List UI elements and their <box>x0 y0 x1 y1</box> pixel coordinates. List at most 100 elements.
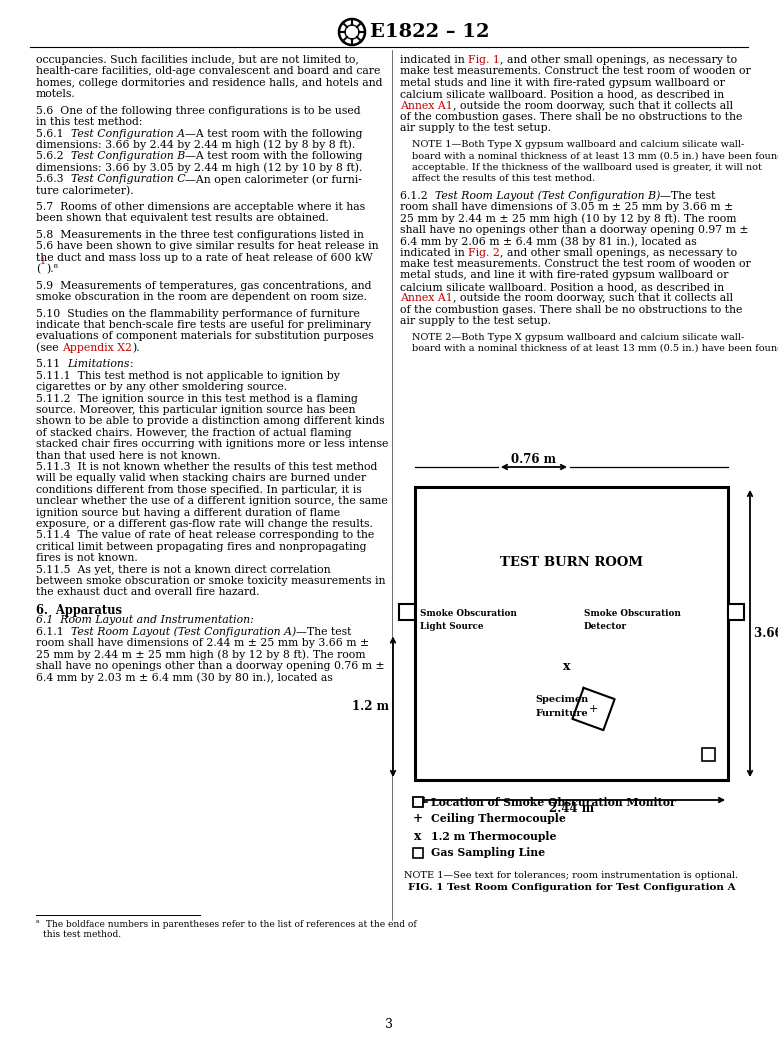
Text: indicated in: indicated in <box>400 248 468 258</box>
Text: will be equally valid when stacking chairs are burned under: will be equally valid when stacking chai… <box>36 474 366 483</box>
Text: 3.66 m: 3.66 m <box>754 627 778 640</box>
Bar <box>413 797 423 807</box>
Text: 6.1.1: 6.1.1 <box>36 627 71 637</box>
Text: 5.6.2: 5.6.2 <box>36 151 71 161</box>
Text: dimensions: 3.66 by 2.44 by 2.44 m high (12 by 8 by 8 ft).: dimensions: 3.66 by 2.44 by 2.44 m high … <box>36 139 356 151</box>
Text: 0.76 m: 0.76 m <box>511 453 556 466</box>
Text: 5.6 have been shown to give similar results for heat release in: 5.6 have been shown to give similar resu… <box>36 242 379 251</box>
Text: 5.11.4  The value of rate of heat release corresponding to the: 5.11.4 The value of rate of heat release… <box>36 530 374 540</box>
Text: make test measurements. Construct the test room of wooden or: make test measurements. Construct the te… <box>400 67 751 76</box>
Text: Furniture: Furniture <box>535 710 588 718</box>
Text: 6.4 mm by 2.03 m ± 6.4 mm (30 by 80 in.), located as: 6.4 mm by 2.03 m ± 6.4 mm (30 by 80 in.)… <box>36 672 333 683</box>
Text: acceptable. If the thickness of the wallboard used is greater, it will not: acceptable. If the thickness of the wall… <box>412 162 762 172</box>
Text: conditions different from those specified. In particular, it is: conditions different from those specifie… <box>36 485 362 494</box>
Text: than that used here is not known.: than that used here is not known. <box>36 451 221 460</box>
Text: 5.11.5  As yet, there is not a known direct correlation: 5.11.5 As yet, there is not a known dire… <box>36 564 331 575</box>
Text: Smoke Obscuration: Smoke Obscuration <box>420 609 517 618</box>
Text: 25 mm by 2.44 m ± 25 mm high (8 by 12 by 8 ft). The room: 25 mm by 2.44 m ± 25 mm high (8 by 12 by… <box>36 650 366 660</box>
Text: fires is not known.: fires is not known. <box>36 553 138 563</box>
Text: FIG. 1 Test Room Configuration for Test Configuration A: FIG. 1 Test Room Configuration for Test … <box>408 883 735 892</box>
Text: 5.6.1: 5.6.1 <box>36 128 71 138</box>
Text: 5.6.3: 5.6.3 <box>36 174 71 184</box>
Text: 5.9  Measurements of temperatures, gas concentrations, and: 5.9 Measurements of temperatures, gas co… <box>36 281 372 290</box>
Text: 1.2 m: 1.2 m <box>352 701 389 713</box>
Text: —A test room with the following: —A test room with the following <box>184 128 363 138</box>
Text: been shown that equivalent test results are obtained.: been shown that equivalent test results … <box>36 213 329 224</box>
Text: , and other small openings, as necessary to: , and other small openings, as necessary… <box>500 55 738 65</box>
Text: board with a nominal thickness of at least 13 mm (0.5 in.) have been found: board with a nominal thickness of at lea… <box>412 151 778 160</box>
Text: 5.11.3  It is not known whether the results of this test method: 5.11.3 It is not known whether the resul… <box>36 462 377 472</box>
Text: Test Configuration A: Test Configuration A <box>71 128 184 138</box>
Text: of stacked chairs. However, the fraction of actual flaming: of stacked chairs. However, the fraction… <box>36 428 352 438</box>
Bar <box>413 848 423 858</box>
Text: cigarettes or by any other smoldering source.: cigarettes or by any other smoldering so… <box>36 382 287 392</box>
Bar <box>399 604 415 620</box>
Text: 6.  Apparatus: 6. Apparatus <box>36 604 122 617</box>
Text: (see: (see <box>36 342 62 353</box>
Text: in this test method:: in this test method: <box>36 118 142 127</box>
Text: 6.1  Room Layout and Instrumentation:: 6.1 Room Layout and Instrumentation: <box>36 615 254 626</box>
Text: 5.10  Studies on the flammability performance of furniture: 5.10 Studies on the flammability perform… <box>36 308 360 319</box>
Text: source. Moreover, this particular ignition source has been: source. Moreover, this particular igniti… <box>36 405 356 415</box>
Text: 1.2 m Thermocouple: 1.2 m Thermocouple <box>431 831 556 841</box>
Text: Location of Smoke Obscuration Monitor: Location of Smoke Obscuration Monitor <box>431 796 676 808</box>
Text: board with a nominal thickness of at least 13 mm (0.5 in.) have been found: board with a nominal thickness of at lea… <box>412 344 778 353</box>
Text: , outside the room doorway, such that it collects all: , outside the room doorway, such that it… <box>453 101 733 110</box>
Text: 5.11.1  This test method is not applicable to ignition by: 5.11.1 This test method is not applicabl… <box>36 371 340 381</box>
Text: Test Configuration C: Test Configuration C <box>71 174 185 184</box>
Text: indicated in: indicated in <box>400 55 468 65</box>
Text: 1: 1 <box>40 257 47 266</box>
Text: Ceiling Thermocouple: Ceiling Thermocouple <box>431 813 566 824</box>
Text: x: x <box>562 660 570 674</box>
Text: between smoke obscuration or smoke toxicity measurements in: between smoke obscuration or smoke toxic… <box>36 576 386 586</box>
Text: :: : <box>130 359 133 370</box>
Text: Test Room Layout (Test Configuration A): Test Room Layout (Test Configuration A) <box>71 627 296 637</box>
Text: motels.: motels. <box>36 90 75 99</box>
Text: Limitations: Limitations <box>67 359 130 370</box>
Text: dimensions: 3.66 by 3.05 by 2.44 m high (12 by 10 by 8 ft).: dimensions: 3.66 by 3.05 by 2.44 m high … <box>36 162 363 173</box>
Text: , outside the room doorway, such that it collects all: , outside the room doorway, such that it… <box>453 294 733 303</box>
Text: health-care facilities, old-age convalescent and board and care: health-care facilities, old-age convales… <box>36 67 380 76</box>
Text: Fig. 1: Fig. 1 <box>468 55 500 65</box>
Bar <box>702 747 715 761</box>
Text: room shall have dimensions of 2.44 m ± 25 mm by 3.66 m ±: room shall have dimensions of 2.44 m ± 2… <box>36 638 369 649</box>
Text: Detector: Detector <box>584 623 627 631</box>
Text: The boldface numbers in parentheses refer to the list of references at the end o: The boldface numbers in parentheses refe… <box>43 920 417 939</box>
Text: Gas Sampling Line: Gas Sampling Line <box>431 847 545 859</box>
Text: Annex A1: Annex A1 <box>400 101 453 110</box>
Text: 5.11.2  The ignition source in this test method is a flaming: 5.11.2 The ignition source in this test … <box>36 393 358 404</box>
Text: x: x <box>415 830 422 842</box>
Text: metal studs, and line it with fire-rated gypsum wallboard or: metal studs, and line it with fire-rated… <box>400 271 728 280</box>
Text: calcium silicate wallboard. Position a hood, as described in: calcium silicate wallboard. Position a h… <box>400 90 724 99</box>
Text: air supply to the test setup.: air supply to the test setup. <box>400 124 551 133</box>
Text: , and other small openings, as necessary to: , and other small openings, as necessary… <box>500 248 738 258</box>
Bar <box>728 604 744 620</box>
Text: the duct and mass loss up to a rate of heat release of 600 kW: the duct and mass loss up to a rate of h… <box>36 253 373 262</box>
Text: 5.11: 5.11 <box>36 359 67 370</box>
Text: stacked chair fires occurring with ignitions more or less intense: stacked chair fires occurring with ignit… <box>36 439 388 449</box>
Text: shall have no openings other than a doorway opening 0.97 m ±: shall have no openings other than a door… <box>400 225 748 235</box>
Text: make test measurements. Construct the test room of wooden or: make test measurements. Construct the te… <box>400 259 751 269</box>
Text: E1822 – 12: E1822 – 12 <box>370 23 489 41</box>
Text: NOTE 2—Both Type X gypsum wallboard and calcium silicate wall-: NOTE 2—Both Type X gypsum wallboard and … <box>412 332 745 341</box>
Text: ignition source but having a different duration of flame: ignition source but having a different d… <box>36 508 340 517</box>
Text: Fig. 2: Fig. 2 <box>468 248 500 258</box>
Text: ture calorimeter).: ture calorimeter). <box>36 185 134 196</box>
Text: calcium silicate wallboard. Position a hood, as described in: calcium silicate wallboard. Position a h… <box>400 282 724 291</box>
Text: Appendix X2: Appendix X2 <box>62 342 132 353</box>
Text: 2.44 m: 2.44 m <box>549 802 594 815</box>
Text: 6.4 mm by 2.06 m ± 6.4 mm (38 by 81 in.), located as: 6.4 mm by 2.06 m ± 6.4 mm (38 by 81 in.)… <box>400 236 697 247</box>
Text: unclear whether the use of a different ignition source, the same: unclear whether the use of a different i… <box>36 497 387 506</box>
Text: the exhaust duct and overall fire hazard.: the exhaust duct and overall fire hazard… <box>36 587 260 598</box>
Text: ).: ). <box>132 342 140 353</box>
Text: shown to be able to provide a distinction among different kinds: shown to be able to provide a distinctio… <box>36 416 384 427</box>
Text: —An open calorimeter (or furni-: —An open calorimeter (or furni- <box>185 174 362 184</box>
Text: +: + <box>413 812 423 826</box>
Text: NOTE 1—See text for tolerances; room instrumentation is optional.: NOTE 1—See text for tolerances; room ins… <box>405 871 738 880</box>
Text: Light Source: Light Source <box>420 623 483 631</box>
Text: homes, college dormitories and residence halls, and hotels and: homes, college dormitories and residence… <box>36 78 383 87</box>
Text: TEST BURN ROOM: TEST BURN ROOM <box>500 556 643 568</box>
Text: —The test: —The test <box>296 627 352 637</box>
Text: of the combustion gases. There shall be no obstructions to the: of the combustion gases. There shall be … <box>400 112 742 122</box>
Text: evaluations of component materials for substitution purposes: evaluations of component materials for s… <box>36 331 373 341</box>
